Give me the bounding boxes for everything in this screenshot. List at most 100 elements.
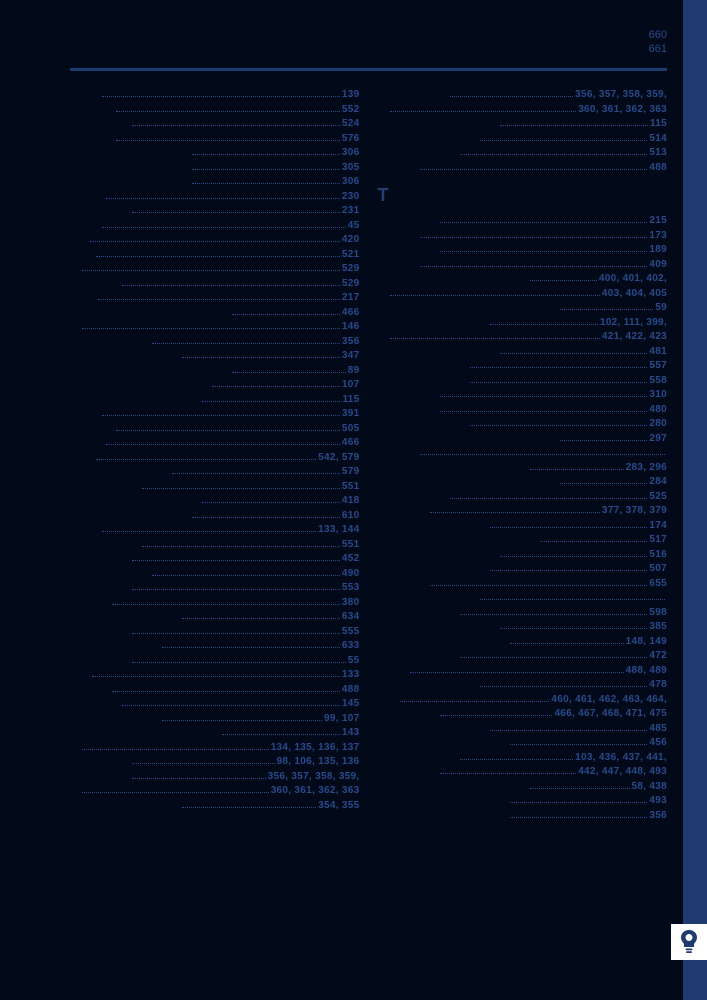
index-pages: 507 bbox=[649, 562, 667, 577]
page-num-bottom: 661 bbox=[649, 42, 667, 56]
leader-dots bbox=[560, 440, 648, 441]
index-pages: 542, 579 bbox=[318, 451, 359, 466]
leader-dots bbox=[182, 357, 340, 358]
right-column: . 356, 357, 358, 359,.360, 361, 362, 363.… bbox=[378, 88, 668, 980]
index-pages: 421, 422, 423 bbox=[602, 330, 667, 345]
leader-dots bbox=[172, 473, 340, 474]
index-pages: 598 bbox=[649, 606, 667, 621]
section-letter: T bbox=[378, 185, 668, 206]
index-pages: 513 bbox=[649, 146, 667, 161]
leader-dots bbox=[470, 367, 648, 368]
index-pages: 283, 296 bbox=[626, 461, 667, 476]
index-pages: 529 bbox=[342, 277, 360, 292]
leader-dots bbox=[106, 444, 340, 445]
right-sidebar bbox=[683, 0, 707, 1000]
leader-dots bbox=[480, 599, 666, 600]
index-entry: .310 bbox=[378, 388, 668, 403]
index-pages: 297 bbox=[649, 432, 667, 447]
page-numbers: 660 661 bbox=[649, 28, 667, 56]
index-pages: 356 bbox=[649, 809, 667, 824]
index-pages: 576 bbox=[342, 132, 360, 147]
index-pages: 310 bbox=[649, 388, 667, 403]
index-pages: 217 bbox=[342, 291, 360, 306]
index-entry: .139 bbox=[70, 88, 360, 103]
index-entry: .230 bbox=[70, 190, 360, 205]
index-pages: 284 bbox=[649, 475, 667, 490]
index-entry: .460, 461, 462, 463, 464, bbox=[378, 693, 668, 708]
leader-dots bbox=[470, 382, 648, 383]
index-pages: 488, 489 bbox=[626, 664, 667, 679]
leader-dots bbox=[490, 527, 648, 528]
index-pages: 525 bbox=[649, 490, 667, 505]
leader-dots bbox=[132, 212, 340, 213]
index-pages: 409 bbox=[649, 258, 667, 273]
index-entry: .173 bbox=[378, 229, 668, 244]
index-entry: .409 bbox=[378, 258, 668, 273]
leader-dots bbox=[132, 125, 340, 126]
index-entry: .380 bbox=[70, 596, 360, 611]
index-entry: .305 bbox=[70, 161, 360, 176]
index-entry: .59 bbox=[378, 301, 668, 316]
index-entry: .148, 149 bbox=[378, 635, 668, 650]
index-entry: .557 bbox=[378, 359, 668, 374]
index-entry: .418 bbox=[70, 494, 360, 509]
index-entry: .356, 357, 358, 359, bbox=[70, 770, 360, 785]
leader-dots bbox=[440, 773, 577, 774]
leader-dots bbox=[440, 251, 648, 252]
index-pages: 579 bbox=[342, 465, 360, 480]
index-entry: . bbox=[378, 591, 668, 606]
index-entry: .472 bbox=[378, 649, 668, 664]
index-pages: 134, 135, 136, 137 bbox=[271, 741, 360, 756]
index-entry: .89 bbox=[70, 364, 360, 379]
index-entry: .514 bbox=[378, 132, 668, 147]
index-pages: 466, 467, 468, 471, 475 bbox=[554, 707, 667, 722]
index-pages: 485 bbox=[649, 722, 667, 737]
index-pages: 115 bbox=[650, 117, 667, 132]
index-pages: 452 bbox=[342, 552, 360, 567]
right-bottom-block: .215.173.189.409.400, 401, 402,.403, 404… bbox=[378, 214, 668, 823]
index-entry: .442, 447, 448, 493 bbox=[378, 765, 668, 780]
lightbulb-icon bbox=[679, 929, 699, 955]
index-pages: 102, 111, 399, bbox=[600, 316, 667, 331]
index-entry: .102, 111, 399, bbox=[378, 316, 668, 331]
leader-dots bbox=[430, 585, 648, 586]
page-num-top: 660 bbox=[649, 28, 667, 42]
index-pages: 215 bbox=[649, 214, 667, 229]
leader-dots bbox=[460, 759, 574, 760]
index-pages: 478 bbox=[649, 678, 667, 693]
index-entry: .529 bbox=[70, 277, 360, 292]
right-top-block: .356, 357, 358, 359,.360, 361, 362, 363.… bbox=[378, 88, 668, 175]
index-entry: .145 bbox=[70, 697, 360, 712]
index-entry: .403, 404, 405 bbox=[378, 287, 668, 302]
leader-dots bbox=[192, 183, 340, 184]
leader-dots bbox=[232, 372, 346, 373]
index-pages: 148, 149 bbox=[626, 635, 667, 650]
leader-dots bbox=[162, 720, 322, 721]
leader-dots bbox=[460, 154, 648, 155]
leader-dots bbox=[116, 111, 340, 112]
index-pages: 356, 357, 358, 359, bbox=[575, 88, 667, 103]
leader-dots bbox=[460, 614, 648, 615]
hint-badge[interactable] bbox=[671, 924, 707, 960]
leader-dots bbox=[192, 169, 340, 170]
index-columns: .139.552.524.576.306.305.306.230.231.45.… bbox=[70, 88, 667, 980]
index-entry: .103, 436, 437, 441, bbox=[378, 751, 668, 766]
leader-dots bbox=[82, 328, 340, 329]
leader-dots bbox=[510, 643, 624, 644]
index-entry: .456 bbox=[378, 736, 668, 751]
index-pages: 442, 447, 448, 493 bbox=[578, 765, 667, 780]
index-pages: 558 bbox=[649, 374, 667, 389]
leader-dots bbox=[102, 96, 340, 97]
leader-dots bbox=[192, 154, 340, 155]
index-entry: .551 bbox=[70, 538, 360, 553]
index-pages: 306 bbox=[342, 146, 360, 161]
index-entry: .555 bbox=[70, 625, 360, 640]
index-entry: .215 bbox=[378, 214, 668, 229]
index-entry: .391 bbox=[70, 407, 360, 422]
index-entry: .552 bbox=[70, 103, 360, 118]
leader-dots bbox=[132, 560, 340, 561]
index-entry: . bbox=[378, 446, 668, 461]
index-pages: 655 bbox=[649, 577, 667, 592]
index-pages: 89 bbox=[348, 364, 360, 379]
index-entry: .360, 361, 362, 363 bbox=[378, 103, 668, 118]
